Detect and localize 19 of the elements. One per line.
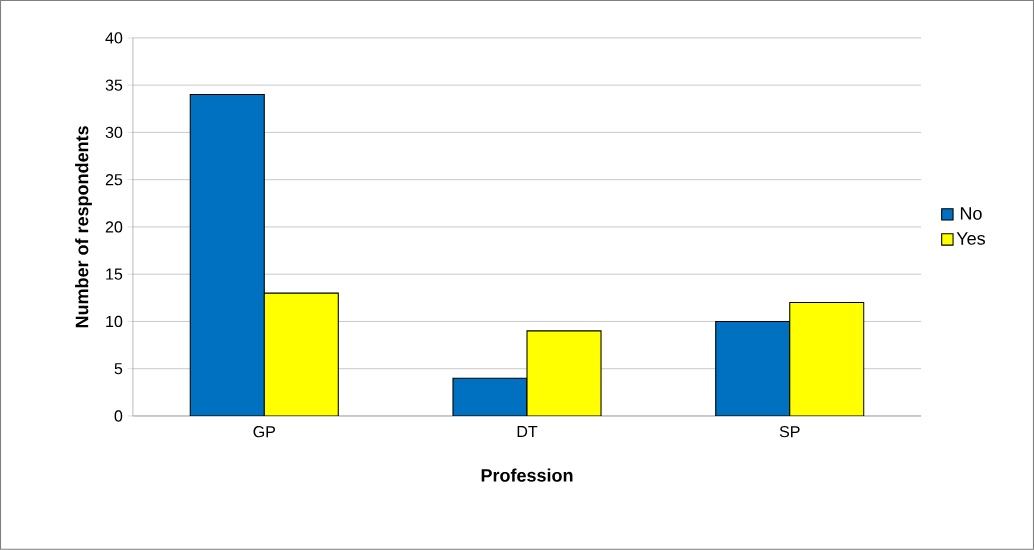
- y-tick-label: 40: [105, 32, 123, 44]
- y-tick-label: 5: [114, 363, 123, 375]
- y-tick-label: 15: [106, 268, 123, 280]
- y-axis-title: Number of respondents: [75, 126, 92, 328]
- x-tick-label: SP: [779, 426, 800, 438]
- y-tick-label: 0: [114, 410, 123, 422]
- bar: [189, 94, 265, 417]
- y-tick-label: 10: [106, 315, 123, 328]
- legend-label: Yes: [956, 232, 985, 245]
- y-tick-label: 25: [105, 174, 123, 186]
- x-tick-label: GP: [253, 426, 275, 438]
- y-tick-label: 35: [105, 79, 123, 91]
- y-tick-label: 20: [105, 221, 123, 233]
- x-axis-title: Profession: [481, 468, 573, 482]
- legend-label: No: [960, 207, 982, 220]
- y-tick-label: 30: [105, 126, 123, 139]
- bar: [452, 377, 528, 417]
- x-tick-label: DT: [517, 426, 538, 438]
- bar: [715, 320, 791, 417]
